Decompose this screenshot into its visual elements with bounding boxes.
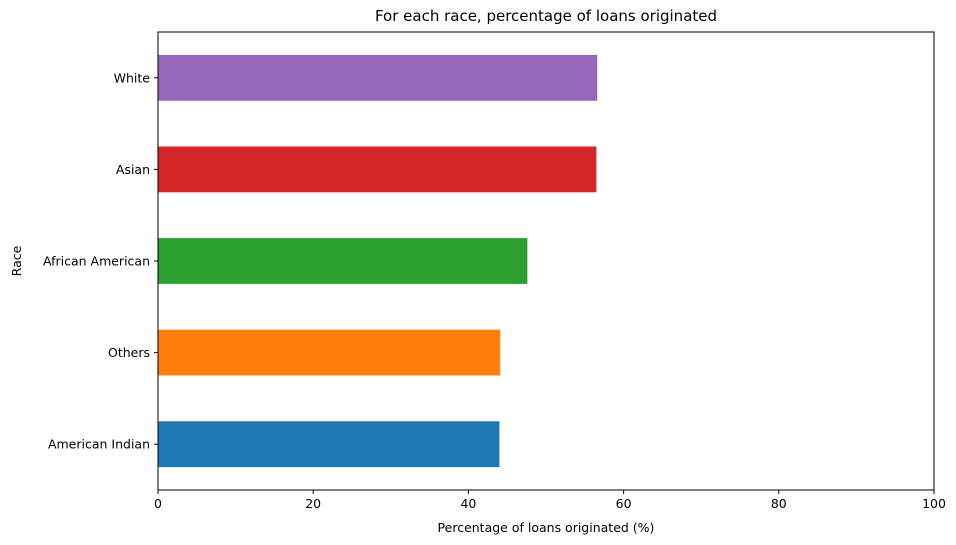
y-tick-label: White: [114, 70, 151, 85]
bars-group: [158, 54, 598, 468]
bar-african-american: [158, 238, 528, 284]
x-tick-label: 100: [922, 496, 946, 511]
chart-title: For each race, percentage of loans origi…: [375, 7, 717, 25]
bar-white: [158, 54, 598, 101]
plot-frame: [157, 31, 935, 491]
x-tick-label: 60: [616, 496, 632, 511]
x-axis-label: Percentage of loans originated (%): [438, 520, 655, 535]
y-tick-label: Asian: [116, 162, 150, 177]
y-tick-label: African American: [43, 254, 150, 269]
y-axis-label: Race: [9, 245, 24, 276]
bar-american-indian: [158, 421, 500, 468]
x-tick-label: 80: [771, 496, 787, 511]
y-axis-ticks: American Indian Others African American Asi…: [43, 70, 158, 452]
x-tick-label: 20: [305, 496, 321, 511]
y-tick-label: Others: [108, 345, 150, 360]
y-tick-label: American Indian: [48, 437, 150, 452]
bar-asian: [158, 146, 597, 193]
x-tick-label: 0: [154, 496, 162, 511]
x-tick-label: 40: [460, 496, 476, 511]
bar-others: [158, 329, 501, 376]
x-axis-ticks: 0 20 40 60 80 100: [154, 490, 946, 511]
